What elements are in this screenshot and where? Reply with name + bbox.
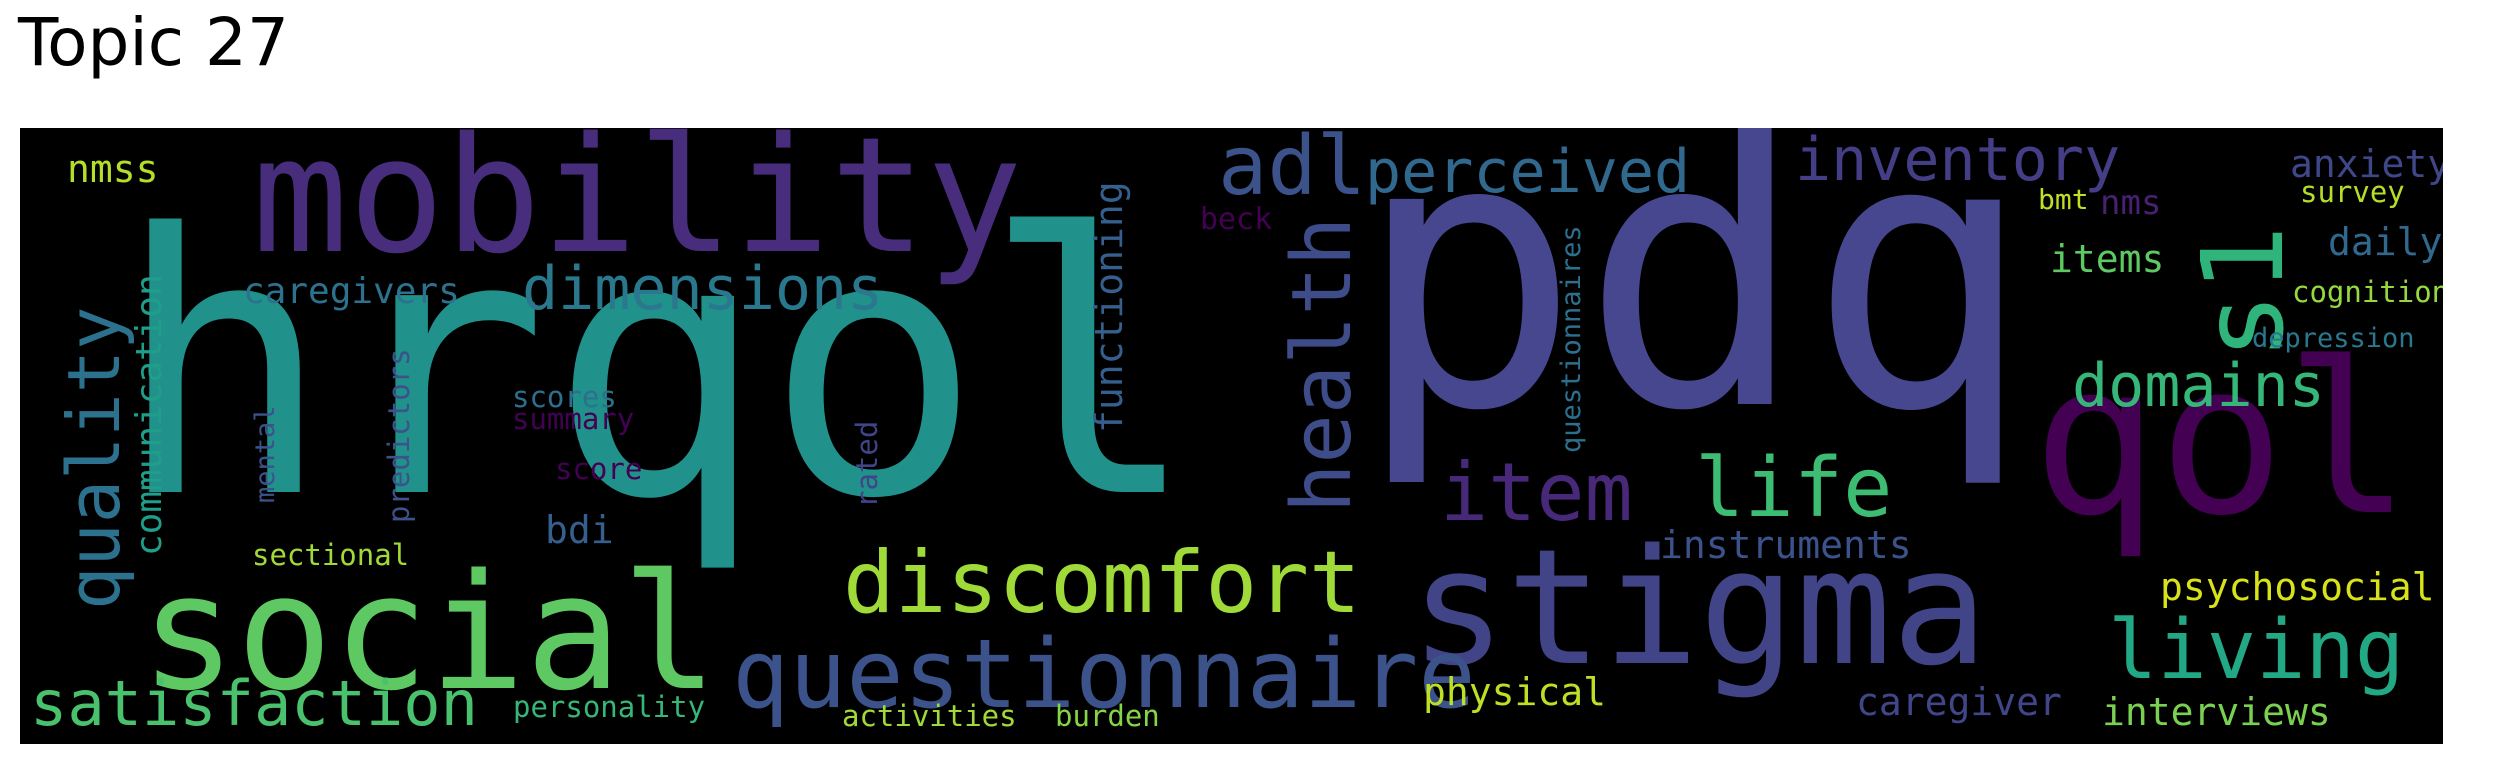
word-discomfort: discomfort xyxy=(843,533,1361,633)
word-hrqol: hrqol xyxy=(115,158,1199,577)
word-personality: personality xyxy=(513,690,706,724)
word-nms: nms xyxy=(2100,183,2162,223)
word-functioning: functioning xyxy=(1087,181,1131,433)
word-health: health xyxy=(1275,216,1370,513)
word-rated: rated xyxy=(850,420,884,508)
word-psychosocial: psychosocial xyxy=(2160,565,2435,609)
word-physical: physical xyxy=(1423,670,1607,714)
word-bmt: bmt xyxy=(2038,183,2089,216)
word-mental: mental xyxy=(250,405,281,503)
word-sectional: sectional xyxy=(252,538,410,572)
word-pdq: pdq xyxy=(1355,128,2033,493)
word-anxiety: anxiety xyxy=(2290,142,2443,186)
word-adl: adl xyxy=(1218,128,1367,214)
word-daily: daily xyxy=(2328,220,2443,264)
word-burden: burden xyxy=(1055,699,1160,733)
word-domains: domains xyxy=(2072,351,2325,421)
word-caregivers: caregivers xyxy=(243,271,460,312)
word-communication: communication xyxy=(129,274,170,556)
word-beck: beck xyxy=(1200,202,1273,237)
word-quality: quality xyxy=(52,306,136,610)
word-interviews: interviews xyxy=(2102,690,2331,734)
word-item: item xyxy=(1440,446,1633,539)
word-social: social xyxy=(140,539,718,726)
word-living: living xyxy=(2108,603,2405,698)
word-nmss: nmss xyxy=(67,147,159,191)
figure-title: Topic 27 xyxy=(18,4,289,81)
word-survey: survey xyxy=(2300,175,2405,209)
word-questionnaire: questionnaire xyxy=(732,620,1476,730)
word-activities: activities xyxy=(842,699,1017,733)
word-bdi: bdi xyxy=(545,508,614,552)
word-predictors: predictors xyxy=(382,348,416,523)
word-items: items xyxy=(2050,237,2165,281)
word-scores: scores xyxy=(512,380,617,414)
word-cognition: cognition xyxy=(2292,275,2443,309)
word-life: life xyxy=(1695,441,1893,536)
word-stigma: stigma xyxy=(1410,514,1988,701)
word-inventory: inventory xyxy=(1795,128,2121,195)
word-questionnaires: questionnaires xyxy=(1556,225,1587,453)
word-mobility: mobility xyxy=(252,128,1023,289)
word-dimensions: dimensions xyxy=(522,254,884,324)
word-perceived: perceived xyxy=(1365,137,1691,207)
word-summary: summary xyxy=(512,402,635,436)
word-cloud: hrqol pdq mobility social stigma qol que… xyxy=(20,128,2443,744)
word-caregiver: caregiver xyxy=(1856,680,2062,724)
word-instruments: instruments xyxy=(1660,523,1912,567)
word-score: score xyxy=(555,452,643,486)
word-depression: depression xyxy=(2252,323,2415,354)
word-satisfaction: satisfaction xyxy=(30,667,478,740)
word-qol: qol xyxy=(2032,317,2412,562)
